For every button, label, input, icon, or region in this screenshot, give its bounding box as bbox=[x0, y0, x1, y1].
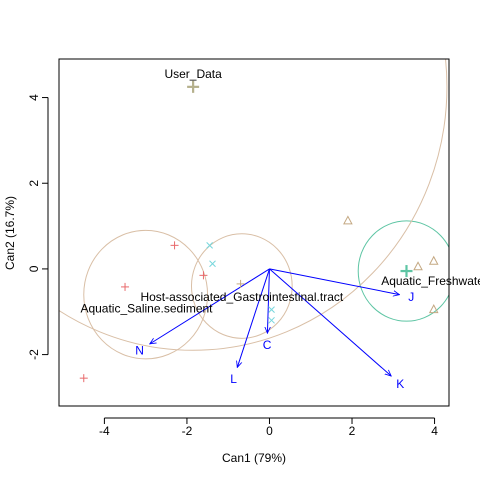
x-marker-7 bbox=[269, 317, 275, 323]
group-label-1: Aquatic_Freshwater bbox=[381, 274, 480, 288]
x-tick-label: 4 bbox=[431, 424, 438, 438]
axes: -4 -2 0 2 4 -2 0 2 4 bbox=[27, 59, 449, 438]
arrow-K bbox=[269, 269, 391, 376]
centroid-0 bbox=[187, 81, 199, 93]
triangle-marker-10 bbox=[414, 262, 422, 270]
y-tick-label: 0 bbox=[27, 265, 41, 272]
plot-frame bbox=[59, 59, 449, 406]
x-marker-4 bbox=[207, 242, 213, 248]
plus-marker-8 bbox=[237, 280, 245, 288]
plus-marker-2 bbox=[171, 241, 179, 249]
arrow-label-C: C bbox=[263, 338, 272, 352]
y-tick-label: -2 bbox=[27, 349, 41, 360]
x-axis-label: Can1 (79%) bbox=[222, 451, 286, 465]
plus-marker-3 bbox=[199, 271, 207, 279]
plus-marker-1 bbox=[121, 283, 129, 291]
group-circles bbox=[0, 0, 455, 359]
y-tick-label: 2 bbox=[27, 180, 41, 187]
group-label-3: Aquatic_Saline.sediment bbox=[80, 301, 213, 315]
x-tick-label: -2 bbox=[182, 424, 193, 438]
x-marker-5 bbox=[210, 261, 216, 267]
triangle-marker-9 bbox=[344, 216, 352, 224]
arrow-label-N: N bbox=[135, 343, 144, 357]
x-tick-label: 0 bbox=[266, 424, 273, 438]
x-tick-label: 2 bbox=[349, 424, 356, 438]
x-tick-label: -4 bbox=[99, 424, 110, 438]
arrow-label-J: J bbox=[408, 290, 414, 304]
loading-arrows: N L C J K bbox=[135, 269, 414, 391]
y-axis-label: Can2 (16.7%) bbox=[3, 196, 17, 270]
triangle-marker-12 bbox=[430, 305, 438, 313]
x-marker-6 bbox=[269, 307, 275, 313]
y-tick-label: 4 bbox=[27, 94, 41, 101]
group-label-0: User_Data bbox=[164, 67, 222, 81]
arrow-label-L: L bbox=[230, 372, 237, 386]
arrow-label-K: K bbox=[396, 377, 404, 391]
plus-marker-0 bbox=[80, 374, 88, 382]
triangle-marker-11 bbox=[430, 257, 438, 265]
